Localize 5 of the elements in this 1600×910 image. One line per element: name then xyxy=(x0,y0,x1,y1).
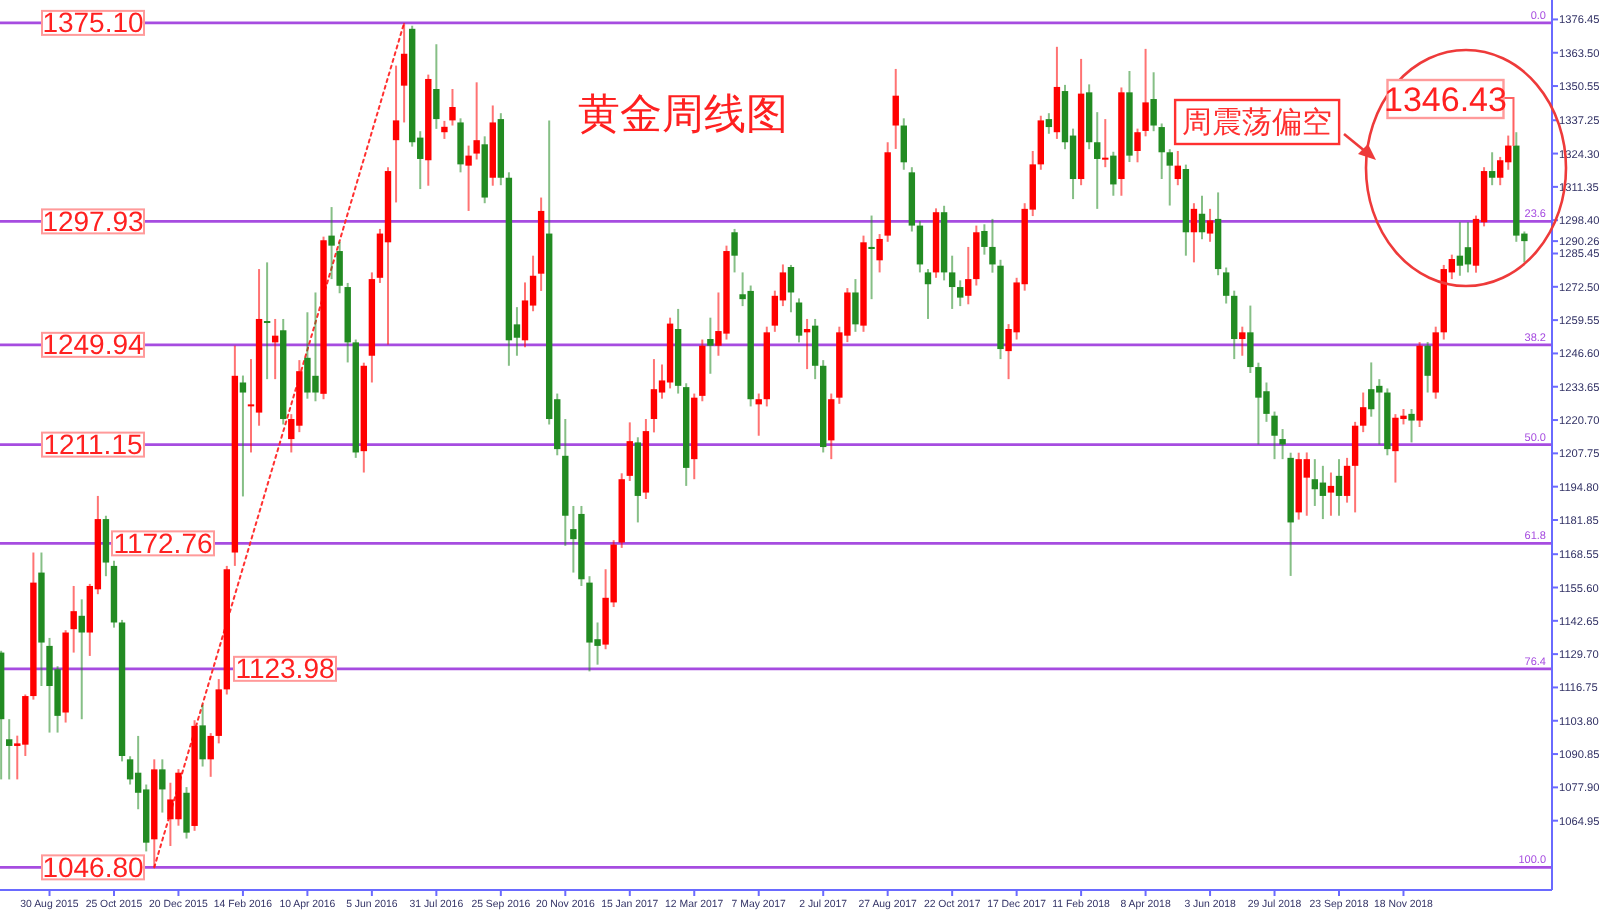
annotation: 1346.43 xyxy=(1384,78,1515,147)
title: 黄金周线图 xyxy=(577,90,788,138)
annotation: 周震荡偏空 xyxy=(1182,106,1333,140)
annotation: 1346.43 xyxy=(1384,81,1507,119)
annotation: 周震荡偏空 xyxy=(1173,98,1341,146)
